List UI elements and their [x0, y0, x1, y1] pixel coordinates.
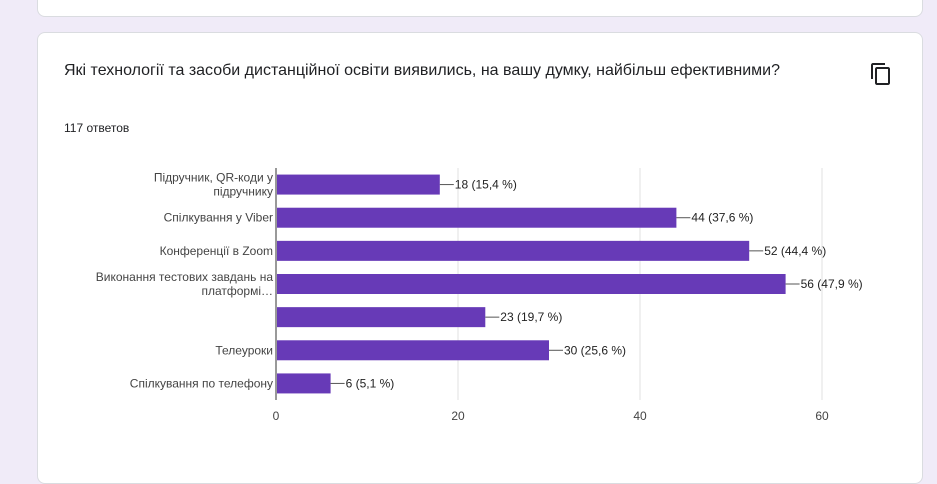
data-label: 56 (47,9 %) [801, 277, 863, 291]
category-label: Конференції в Zoom [160, 244, 273, 258]
category-label: Телеуроки [215, 343, 273, 357]
data-label: 52 (44,4 %) [764, 244, 826, 258]
x-tick-label: 0 [273, 409, 280, 423]
bar [277, 174, 440, 195]
bar [277, 207, 677, 228]
bar [277, 240, 750, 261]
category-label: Спілкування по телефону [130, 376, 273, 390]
data-label: 23 (19,7 %) [500, 310, 562, 324]
data-label: 30 (25,6 %) [564, 343, 626, 357]
category-label: Підручник, QR-коди у [154, 171, 273, 185]
question-title: Які технології та засоби дистанційної ос… [64, 62, 780, 79]
bar-chart: 0 20 40 60 18 (15,4 %) Підручник, QR-коди упі… [96, 168, 863, 423]
category-label: підручнику [213, 185, 273, 199]
bar [277, 340, 549, 361]
x-tick-label: 40 [633, 409, 647, 423]
bar [277, 307, 486, 328]
category-label: Спілкування у Viber [164, 211, 273, 225]
copy-icon[interactable] [869, 62, 893, 86]
category-label: Виконання тестових завдань на [96, 270, 274, 284]
category-label: платформі… [201, 284, 273, 298]
x-tick-label: 60 [815, 409, 829, 423]
bar [277, 373, 331, 394]
response-count: 117 ответов [64, 121, 130, 135]
data-label: 6 (5,1 %) [346, 376, 395, 390]
data-label: 44 (37,6 %) [691, 211, 753, 225]
previous-question-card [37, 0, 923, 17]
x-tick-label: 20 [451, 409, 465, 423]
data-label: 18 (15,4 %) [455, 178, 517, 192]
bar [277, 274, 786, 294]
